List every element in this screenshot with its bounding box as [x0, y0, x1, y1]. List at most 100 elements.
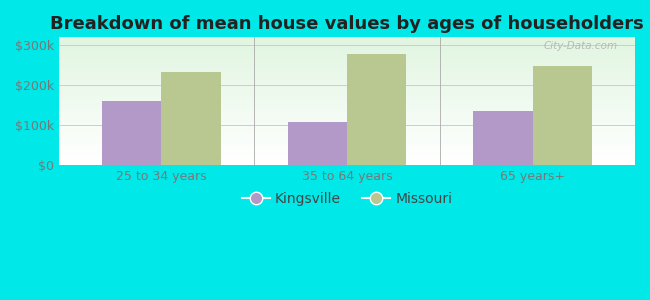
Bar [59, 80, 635, 81]
Bar [59, 40, 635, 41]
Bar [59, 143, 635, 144]
Bar [59, 159, 635, 160]
Bar [59, 72, 635, 73]
Bar [347, 54, 406, 165]
Bar [59, 118, 635, 119]
Bar [59, 51, 635, 52]
Bar [59, 39, 635, 40]
Bar [59, 84, 635, 85]
Bar [59, 83, 635, 84]
Bar [59, 92, 635, 93]
Bar [59, 98, 635, 99]
Legend: Kingsville, Missouri: Kingsville, Missouri [236, 187, 458, 211]
Bar [287, 122, 347, 165]
Bar [59, 151, 635, 152]
Bar [59, 114, 635, 115]
Bar [59, 120, 635, 121]
Bar [59, 126, 635, 127]
Text: City-Data.com: City-Data.com [543, 41, 618, 51]
Bar [59, 37, 635, 38]
Bar [59, 110, 635, 111]
Bar [59, 162, 635, 163]
Bar [59, 48, 635, 49]
Bar [59, 100, 635, 101]
Bar [59, 154, 635, 155]
Bar [59, 67, 635, 68]
Bar [59, 157, 635, 158]
Bar [59, 61, 635, 62]
Bar [59, 107, 635, 108]
Bar [59, 46, 635, 47]
Bar [59, 49, 635, 50]
Bar [59, 75, 635, 76]
Bar [59, 103, 635, 104]
Bar [59, 69, 635, 70]
Bar [59, 123, 635, 124]
Bar [59, 135, 635, 136]
Bar [59, 112, 635, 113]
Bar [59, 131, 635, 132]
Bar [59, 164, 635, 165]
Bar [59, 139, 635, 140]
Bar [59, 60, 635, 61]
Bar [59, 136, 635, 137]
Bar [59, 101, 635, 102]
Bar [101, 101, 161, 165]
Bar [59, 86, 635, 87]
Bar [59, 47, 635, 48]
Bar [59, 153, 635, 154]
Bar [59, 79, 635, 80]
Bar [59, 111, 635, 112]
Bar [59, 56, 635, 57]
Bar [59, 62, 635, 63]
Bar [59, 116, 635, 117]
Bar [59, 63, 635, 64]
Bar [59, 138, 635, 139]
Bar [59, 89, 635, 90]
Bar [59, 96, 635, 97]
Bar [59, 73, 635, 74]
Bar [473, 111, 533, 165]
Bar [59, 158, 635, 159]
Bar [59, 59, 635, 60]
Bar [59, 142, 635, 143]
Bar [59, 121, 635, 122]
Bar [59, 68, 635, 69]
Bar [59, 134, 635, 135]
Bar [59, 113, 635, 114]
Bar [59, 106, 635, 107]
Bar [59, 128, 635, 129]
Bar [59, 146, 635, 147]
Bar [59, 145, 635, 146]
Bar [59, 97, 635, 98]
Bar [59, 161, 635, 162]
Bar [59, 102, 635, 103]
Bar [59, 87, 635, 88]
Bar [59, 82, 635, 83]
Bar [59, 118, 635, 119]
Bar [59, 141, 635, 142]
Bar [59, 52, 635, 53]
Bar [59, 137, 635, 138]
Bar [59, 95, 635, 96]
Bar [59, 115, 635, 116]
Bar [59, 130, 635, 131]
Bar [59, 148, 635, 149]
Bar [59, 140, 635, 141]
Bar [59, 81, 635, 82]
Bar [59, 150, 635, 151]
Bar [59, 43, 635, 44]
Bar [59, 45, 635, 46]
Bar [59, 78, 635, 79]
Bar [59, 105, 635, 106]
Bar [59, 160, 635, 161]
Bar [59, 70, 635, 71]
Bar [59, 77, 635, 78]
Bar [59, 108, 635, 109]
Bar [59, 93, 635, 94]
Bar [59, 104, 635, 105]
Bar [59, 38, 635, 39]
Bar [59, 50, 635, 51]
Bar [59, 133, 635, 134]
Bar [161, 72, 220, 165]
